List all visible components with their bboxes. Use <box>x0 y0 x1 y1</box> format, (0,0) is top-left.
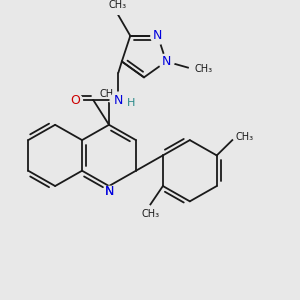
Text: CH₃: CH₃ <box>109 0 127 10</box>
Text: N: N <box>104 185 114 198</box>
Text: CH₃: CH₃ <box>194 64 212 74</box>
Text: CH₃: CH₃ <box>141 209 160 219</box>
Text: CH₃: CH₃ <box>236 132 253 142</box>
Text: CH₃: CH₃ <box>100 89 118 99</box>
Text: N: N <box>114 94 123 107</box>
Text: N: N <box>104 185 114 198</box>
Text: H: H <box>127 98 135 108</box>
Text: N: N <box>161 55 171 68</box>
Text: N: N <box>153 29 162 42</box>
Text: O: O <box>70 94 80 107</box>
